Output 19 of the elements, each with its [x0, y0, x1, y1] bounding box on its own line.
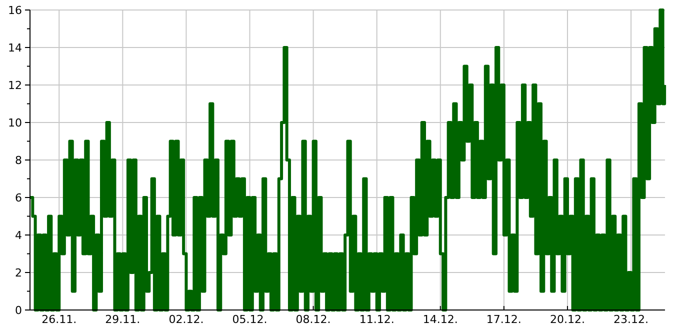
x-tick-label: 08.12.	[296, 313, 331, 326]
y-tick-label: 12	[8, 79, 22, 92]
x-tick-label: 05.12.	[232, 313, 268, 326]
x-tick-label: 29.11.	[105, 313, 140, 326]
y-tick-label: 2	[15, 266, 22, 280]
y-tick-label: 8	[15, 154, 22, 167]
x-tick-label: 14.12.	[422, 313, 458, 326]
x-tick-label: 02.12.	[168, 313, 204, 326]
y-tick-label: 6	[15, 192, 22, 204]
x-tick-label: 26.11.	[42, 313, 77, 326]
y-tick-label: 0	[15, 304, 22, 317]
x-tick-label: 20.12.	[550, 313, 585, 326]
y-tick-label: 14	[8, 42, 22, 54]
y-tick-label: 10	[8, 116, 22, 130]
y-tick-label: 16	[8, 4, 22, 17]
x-tick-label: 17.12.	[486, 313, 522, 326]
x-tick-label: 11.12.	[359, 313, 394, 326]
x-tick-label: 23.12.	[614, 313, 649, 326]
y-tick-label: 4	[15, 229, 22, 242]
